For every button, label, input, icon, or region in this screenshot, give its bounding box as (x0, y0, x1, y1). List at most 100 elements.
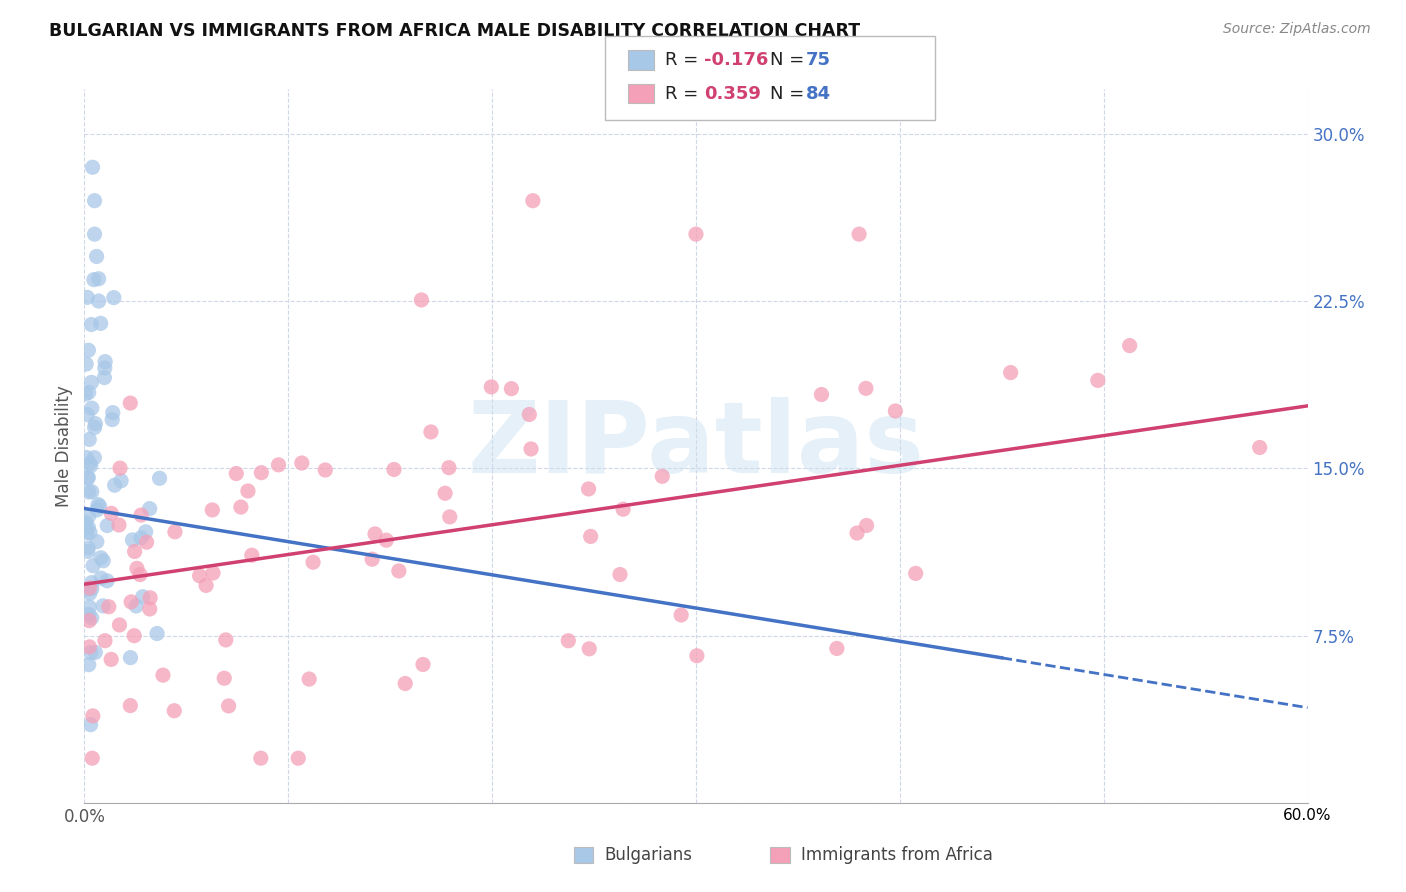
Point (361, 552, 384, 566)
Point (129, 531, 152, 545)
Point (86, 249, 108, 264)
Point (94, 633, 117, 648)
Point (80, 318, 103, 332)
Point (101, 406, 124, 420)
Point (651, 469, 673, 483)
Point (76, 544, 98, 558)
Point (87, 498, 110, 512)
Point (82, 751, 104, 765)
Point (364, 527, 387, 541)
Point (578, 641, 600, 656)
Y-axis label: Male Disability: Male Disability (55, 385, 73, 507)
Point (163, 704, 186, 718)
Point (80, 484, 103, 499)
Point (77, 614, 100, 628)
Point (825, 641, 848, 656)
Point (79, 717, 101, 731)
Point (76, 582, 98, 597)
Point (76, 290, 98, 304)
Point (93, 370, 115, 384)
Point (686, 648, 709, 663)
Point (120, 650, 142, 665)
Text: N =: N = (770, 85, 810, 103)
Point (80, 376, 103, 390)
Point (77, 470, 100, 484)
Text: -0.176: -0.176 (704, 51, 769, 69)
Point (83, 420, 105, 434)
Point (80, 458, 103, 473)
Point (108, 618, 131, 632)
Point (79, 586, 101, 600)
Text: Bulgarians: Bulgarians (605, 846, 693, 863)
Point (82, 161, 104, 175)
Point (1087, 373, 1109, 387)
Point (94, 354, 117, 368)
Point (83, 194, 105, 208)
Point (91, 599, 114, 613)
Point (1249, 441, 1271, 455)
Point (138, 501, 160, 516)
Point (75, 357, 97, 371)
Point (302, 555, 325, 569)
Point (412, 657, 434, 672)
Point (202, 566, 225, 580)
Point (90, 550, 112, 565)
Point (120, 396, 142, 410)
Point (419, 425, 441, 439)
Point (904, 566, 927, 581)
Point (100, 507, 122, 521)
Point (846, 526, 869, 541)
Point (685, 227, 707, 241)
Point (250, 466, 273, 480)
Point (1118, 338, 1140, 352)
Point (91, 554, 114, 568)
Point (89, 500, 111, 514)
Point (108, 461, 131, 475)
Point (236, 483, 259, 498)
Point (80, 582, 103, 596)
Text: R =: R = (665, 51, 704, 69)
Point (77, 607, 100, 622)
Point (87, 293, 110, 308)
Point (125, 561, 148, 575)
Point (201, 503, 224, 517)
Point (83, 450, 105, 465)
Point (848, 227, 870, 241)
Text: ZIPatlas: ZIPatlas (468, 398, 924, 494)
Point (79, 525, 101, 540)
Point (135, 524, 157, 539)
Point (83, 273, 105, 287)
Point (437, 460, 460, 475)
Point (77, 520, 100, 534)
Point (77, 485, 100, 500)
Point (520, 442, 543, 456)
Point (76, 471, 98, 485)
Point (77, 541, 100, 555)
Point (215, 632, 238, 647)
Point (291, 456, 314, 470)
Point (122, 629, 145, 643)
Point (375, 533, 398, 548)
Text: N =: N = (770, 51, 810, 69)
Point (77, 433, 100, 447)
Point (86, 503, 108, 517)
Point (579, 529, 602, 543)
Point (97, 599, 120, 614)
Point (195, 578, 218, 592)
Point (75, 515, 97, 529)
Point (612, 502, 634, 516)
Text: BULGARIAN VS IMMIGRANTS FROM AFRICA MALE DISABILITY CORRELATION CHART: BULGARIAN VS IMMIGRANTS FROM AFRICA MALE… (49, 22, 860, 40)
Point (411, 293, 433, 307)
Point (108, 518, 131, 533)
Point (388, 564, 411, 578)
Point (76, 525, 98, 540)
Point (79, 581, 101, 595)
Text: 75: 75 (806, 51, 831, 69)
Point (240, 548, 263, 562)
Point (138, 602, 160, 616)
Point (557, 633, 579, 648)
Point (517, 408, 540, 422)
Text: Source: ZipAtlas.com: Source: ZipAtlas.com (1223, 22, 1371, 37)
Point (101, 412, 124, 426)
Text: 84: 84 (806, 85, 831, 103)
